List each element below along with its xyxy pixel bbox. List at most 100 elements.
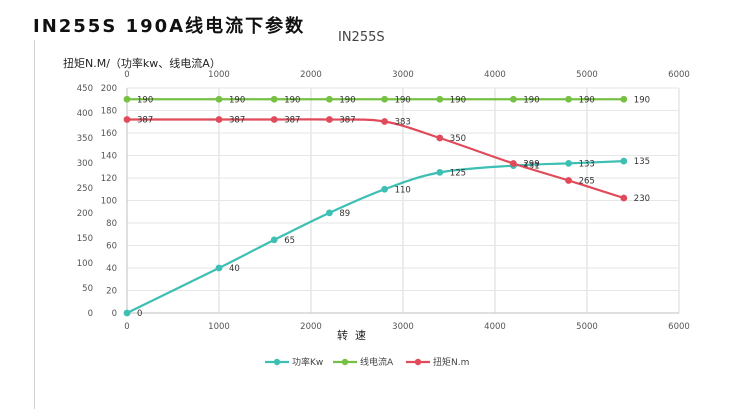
right-y-tick-label: 350 [77, 134, 93, 144]
top-x-tick-label: 0 [124, 70, 129, 80]
right-y-axis-ticks: 0 50 100 150 200 250 300 350 400 450 [77, 84, 93, 319]
chart-title: IN255S [338, 30, 385, 45]
data-point [326, 95, 333, 103]
left-y-tick-label: 80 [106, 219, 117, 229]
data-point [270, 95, 278, 103]
bottom-x-tick-label: 3000 [392, 322, 414, 332]
data-label: 190 [339, 95, 355, 105]
bottom-x-tick-label: 0 [124, 322, 129, 332]
left-y-tick-label: 140 [101, 152, 117, 162]
data-point [381, 185, 388, 193]
top-x-tick-label: 1000 [208, 70, 230, 80]
data-point [565, 95, 572, 103]
data-label: 190 [395, 95, 411, 105]
left-y-tick-label: 60 [106, 242, 117, 252]
left-y-tick-label: 120 [101, 174, 117, 184]
data-label: 110 [395, 185, 411, 195]
data-point [436, 168, 444, 176]
bottom-x-axis-ticks: 0 1000 2000 3000 4000 5000 6000 [124, 322, 690, 332]
left-y-tick-label: 20 [106, 287, 117, 297]
data-point [123, 116, 131, 123]
data-label: 40 [229, 264, 240, 274]
y-axis-label: 扭矩N.M/（功率kw、线电流A） [63, 57, 221, 70]
data-label: 133 [579, 159, 595, 169]
data-point [436, 95, 444, 103]
legend-entry-label: 线电流A [360, 356, 394, 368]
right-y-tick-label: 50 [82, 284, 93, 294]
data-point [381, 95, 388, 103]
series-group: 0 40 65 89 110 125 131 133 135 190 190 190 190 190 190… [123, 95, 650, 319]
legend: 功率Kw 线电流A 扭矩N.m [265, 356, 469, 368]
legend-entry-label: 功率Kw [292, 356, 323, 368]
right-y-tick-label: 400 [77, 109, 93, 119]
top-x-axis-ticks: 0 1000 2000 3000 4000 5000 6000 [124, 70, 690, 80]
data-label: 131 [523, 162, 539, 172]
data-point [381, 118, 388, 125]
bottom-x-tick-label: 5000 [576, 322, 598, 332]
top-x-tick-label: 3000 [392, 70, 414, 80]
data-point [620, 194, 628, 202]
data-label: 190 [523, 95, 539, 105]
data-label: 190 [634, 95, 650, 105]
left-y-tick-label: 40 [106, 264, 117, 274]
data-point [326, 209, 333, 217]
data-point [326, 116, 333, 123]
right-y-tick-label: 200 [77, 209, 93, 219]
top-x-tick-label: 2000 [300, 70, 322, 80]
legend-entry-label: 扭矩N.m [433, 356, 469, 368]
legend-swatch-marker [341, 358, 349, 366]
right-y-tick-label: 100 [77, 259, 93, 269]
left-border-rule [34, 40, 35, 409]
left-y-axis-ticks: 0 20 40 60 80 100 120 140 160 180 200 [101, 84, 117, 319]
data-label: 190 [137, 95, 153, 105]
data-label: 89 [339, 209, 350, 219]
legend-swatch-marker [273, 358, 281, 366]
data-label: 190 [284, 95, 300, 105]
data-point [565, 159, 572, 167]
data-point [270, 236, 278, 244]
data-point [565, 177, 572, 184]
left-y-tick-label: 100 [101, 197, 117, 207]
data-point [510, 160, 517, 167]
right-y-tick-label: 450 [77, 84, 93, 94]
top-x-tick-label: 5000 [576, 70, 598, 80]
page-title: IN255S 190A线电流下参数 [33, 16, 306, 37]
bottom-x-tick-label: 2000 [300, 322, 322, 332]
data-label: 190 [579, 95, 595, 105]
right-y-tick-label: 0 [88, 309, 93, 319]
data-label: 265 [579, 177, 595, 187]
left-y-tick-label: 180 [101, 107, 117, 117]
data-label: 135 [634, 157, 650, 167]
data-point [215, 116, 223, 123]
data-point [620, 157, 628, 165]
bottom-x-tick-label: 1000 [208, 322, 230, 332]
data-label: 230 [634, 194, 650, 204]
data-label: 65 [284, 236, 295, 246]
data-point [270, 116, 278, 123]
data-point [436, 134, 444, 142]
bottom-x-tick-label: 6000 [668, 322, 690, 332]
left-y-tick-label: 0 [112, 309, 117, 319]
bottom-x-tick-label: 4000 [484, 322, 506, 332]
data-label: 190 [229, 95, 245, 105]
data-label: 387 [339, 116, 355, 126]
data-point [123, 309, 131, 317]
right-y-tick-label: 250 [77, 184, 93, 194]
data-label: 383 [395, 118, 411, 128]
data-label: 387 [229, 116, 245, 126]
top-x-tick-label: 4000 [484, 70, 506, 80]
data-label: 299 [523, 160, 539, 170]
left-y-tick-label: 200 [101, 84, 117, 94]
data-point [123, 95, 131, 103]
data-label: 0 [137, 309, 142, 319]
data-point [510, 95, 517, 103]
data-label: 350 [450, 134, 466, 144]
series-line-3 [127, 118, 625, 200]
x-axis-label: 转 速 [337, 328, 366, 342]
data-label: 387 [137, 116, 153, 126]
data-point [215, 264, 223, 272]
data-label: 125 [450, 168, 466, 178]
data-label: 190 [450, 95, 466, 105]
data-point [620, 95, 628, 103]
